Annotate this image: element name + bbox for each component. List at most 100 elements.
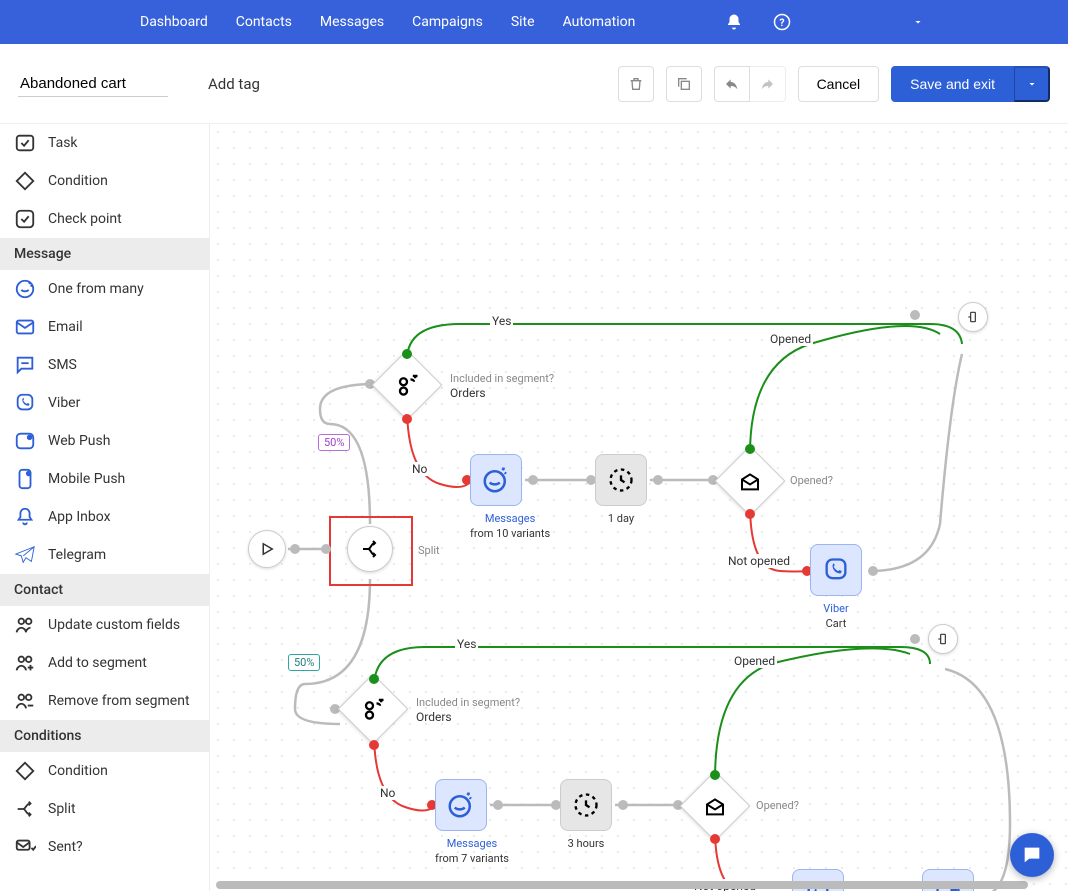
palette-group-message: Message [0,238,209,270]
block-palette[interactable]: Task Condition Check point Message One f… [0,124,210,891]
palette-label: Add to segment [48,655,147,671]
connector-dot [369,674,379,684]
workflow-name-input[interactable] [18,71,168,97]
palette-item-addsegment[interactable]: Add to segment [0,644,209,682]
opened-check-node-bottom[interactable] [690,781,740,831]
palette-item-task[interactable]: Task [0,124,209,162]
split-icon [14,798,36,820]
account-chevron-icon[interactable] [908,12,928,32]
palette-label: Telegram [48,547,106,563]
save-button[interactable]: Save and exit [891,66,1014,102]
palette-label: One from many [48,281,144,297]
timer-node-bottom[interactable]: 3 hours [560,779,612,852]
save-dropdown-button[interactable] [1014,66,1050,102]
start-node[interactable] [248,530,286,568]
workflow-toolbar: Add tag Cancel Save and exit [0,44,1068,124]
end-node-bottom[interactable] [928,624,958,654]
add-tag-button[interactable]: Add tag [208,75,260,93]
connector-dot [321,544,331,554]
connector-dot [528,475,538,485]
telegram-icon [14,544,36,566]
split-label: Split [418,544,440,557]
palette-label: Remove from segment [48,693,190,709]
removesegment-icon [14,690,36,712]
addsegment-icon [14,652,36,674]
palette-label: Check point [48,211,122,227]
palette-item-telegram[interactable]: Telegram [0,536,209,574]
palette-label: Condition [48,763,108,779]
palette-label: Viber [48,395,80,411]
connector-dot [745,444,755,454]
nav-site[interactable]: Site [511,14,535,30]
connector-dot [402,414,412,424]
nav-dashboard[interactable]: Dashboard [140,14,208,30]
cancel-button[interactable]: Cancel [798,66,880,102]
palette-item-appinbox[interactable]: App Inbox [0,498,209,536]
nav-automation[interactable]: Automation [563,14,636,30]
palette-item-mobilepush[interactable]: Mobile Push [0,460,209,498]
palette-item-onefrommany[interactable]: One from many [0,270,209,308]
task-icon [14,132,36,154]
messages-node-top[interactable]: Messagesfrom 10 variants [470,454,550,542]
palette-item-sms[interactable]: SMS [0,346,209,384]
mobilepush-icon [14,468,36,490]
palette-label: Email [48,319,83,335]
checkpoint-icon [14,208,36,230]
palette-item-webpush[interactable]: Web Push [0,422,209,460]
palette-item-condition[interactable]: Condition [0,162,209,200]
palette-group-conditions: Conditions [0,720,209,752]
split-percent-top: 50% [318,434,350,451]
redo-button[interactable] [750,66,786,102]
undo-button[interactable] [714,66,750,102]
connector-dot [910,634,920,644]
sms-icon [14,354,36,376]
palette-label: Sent? [48,839,83,855]
viber-node-top[interactable]: ViberCart [810,544,862,632]
opened-check-node-top[interactable] [725,456,775,506]
segment-check-node-top[interactable] [382,360,432,410]
opened-question: Opened? [756,799,799,812]
edge-no: No [410,462,429,476]
segment-answer: Orders [450,386,486,400]
copy-button[interactable] [666,66,702,102]
updatefields-icon [14,614,36,636]
canvas-horizontal-scrollbar[interactable] [216,881,1028,889]
intercom-help-button[interactable] [1010,833,1054,877]
workflow-canvas[interactable]: Split 50% 50% Included in segment? Order… [210,124,1068,891]
palette-label: Task [48,135,78,151]
palette-item-viber[interactable]: Viber [0,384,209,422]
palette-item-sent[interactable]: Sent? [0,828,209,866]
edge-notopened: Not opened [726,554,792,568]
nav-contacts[interactable]: Contacts [236,14,292,30]
split-node[interactable] [347,526,393,572]
bell-icon[interactable] [724,12,744,32]
connector-dot [493,800,503,810]
onefrommany-icon [14,278,36,300]
segment-question: Included in segment? [450,372,554,385]
segment-check-node-bottom[interactable] [348,684,398,734]
split-percent-bottom: 50% [288,654,320,671]
end-node-top[interactable] [958,302,988,332]
palette-item-condition2[interactable]: Condition [0,752,209,790]
delete-button[interactable] [618,66,654,102]
palette-item-split[interactable]: Split [0,790,209,828]
timer-node-top[interactable]: 1 day [595,454,647,527]
edge-opened: Opened [768,332,813,346]
nav-campaigns[interactable]: Campaigns [412,14,483,30]
help-icon[interactable]: ? [772,12,792,32]
nav-messages[interactable]: Messages [320,14,384,30]
edge-yes: Yes [455,637,478,651]
connector-dot [710,770,720,780]
palette-item-updatefields[interactable]: Update custom fields [0,606,209,644]
messages-node-bottom[interactable]: Messagesfrom 7 variants [435,779,509,867]
edge-yes: Yes [490,314,513,328]
appinbox-icon [14,506,36,528]
palette-item-checkpoint[interactable]: Check point [0,200,209,238]
viber-icon [14,392,36,414]
palette-item-removesegment[interactable]: Remove from segment [0,682,209,720]
condition-icon [14,170,36,192]
palette-item-email[interactable]: Email [0,308,209,346]
segment-answer: Orders [416,710,452,724]
connector-dot [618,800,628,810]
palette-label: Web Push [48,433,110,449]
